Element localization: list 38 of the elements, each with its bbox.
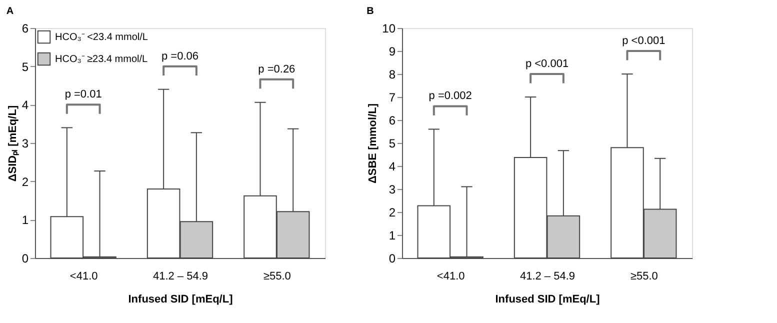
y-tick-label: 7 xyxy=(388,90,396,104)
legend-label: HCO₃⁻ ≥23.4 mmol/L xyxy=(55,54,148,65)
annotation: p =0.26 xyxy=(258,63,296,76)
annotation: p =0.06 xyxy=(161,50,199,62)
y-tick-label: 3 xyxy=(388,182,396,196)
x-tick-label: 41.2 – 54.9 xyxy=(520,270,576,282)
x-tick-label: <41.0 xyxy=(70,270,98,282)
x-tick-label: ≥55.0 xyxy=(263,270,291,282)
annotation: p <0.001 xyxy=(622,35,666,47)
y-axis-title: ΔSIDₚₗ [mEq/L] xyxy=(6,105,19,182)
y-tick-label: 1 xyxy=(22,213,29,228)
y-tick-label: 10 xyxy=(382,22,396,36)
y-tick-label: 6 xyxy=(22,22,29,36)
legend-label: HCO₃⁻ <23.4 mmol/L xyxy=(55,32,148,43)
y-tick-label: 8 xyxy=(388,68,396,82)
x-tick-label: 41.2 – 54.9 xyxy=(152,270,208,282)
x-tick-label: ≥55.0 xyxy=(630,270,658,282)
y-tick-label: 2 xyxy=(388,206,396,220)
y-tick-label: 6 xyxy=(388,114,396,128)
x-axis-title: Infused SID [mEq/L] xyxy=(128,294,234,306)
y-tick-label: 4 xyxy=(388,160,396,174)
y-tick-label: 5 xyxy=(388,136,396,150)
y-tick-label: 5 xyxy=(22,60,29,74)
annotation: p <0.001 xyxy=(525,58,569,70)
y-tick-label: 3 xyxy=(22,136,29,150)
x-tick-label: <41.0 xyxy=(436,270,465,282)
chart-title: B xyxy=(366,6,374,17)
x-axis-title: Infused SID [mEq/L] xyxy=(495,294,600,306)
annotation: p =0.002 xyxy=(428,90,472,102)
y-tick-label: 9 xyxy=(388,44,396,58)
y-axis-title: ΔSBE [mmol/L] xyxy=(367,103,380,184)
y-tick-label: 1 xyxy=(388,228,396,242)
annotation: p =0.01 xyxy=(64,88,102,101)
y-tick-label: 2 xyxy=(22,174,29,189)
chart-title: A xyxy=(6,6,14,17)
y-tick-label: 0 xyxy=(22,252,29,266)
y-tick-label: 4 xyxy=(22,98,29,112)
y-tick-label: 0 xyxy=(388,252,396,266)
